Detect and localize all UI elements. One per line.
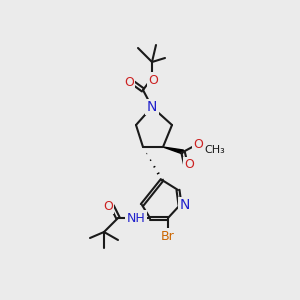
Text: NH: NH	[127, 212, 146, 224]
Text: CH₃: CH₃	[205, 145, 225, 155]
Text: Br: Br	[161, 230, 175, 242]
Text: O: O	[103, 200, 113, 212]
Text: O: O	[148, 74, 158, 86]
Text: N: N	[147, 100, 157, 114]
Text: N: N	[180, 198, 190, 212]
Text: O: O	[193, 139, 203, 152]
Text: O: O	[184, 158, 194, 172]
Text: O: O	[124, 76, 134, 88]
Polygon shape	[163, 147, 184, 154]
